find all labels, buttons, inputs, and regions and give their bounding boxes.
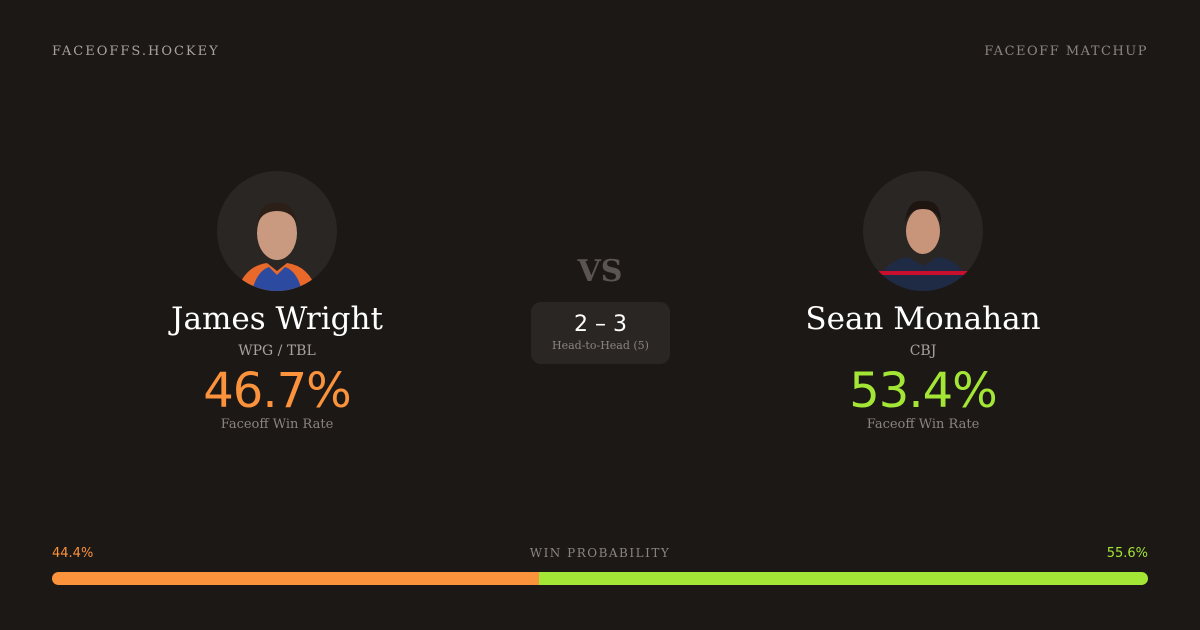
win-rate-label: Faceoff Win Rate xyxy=(866,417,980,432)
win-probability-bar xyxy=(52,572,1148,585)
player-avatar xyxy=(217,171,337,291)
win-probability-right: 55.6% xyxy=(1106,546,1148,561)
player-name: James Wright xyxy=(171,301,383,337)
page-tag: FACEOFF MATCHUP xyxy=(984,44,1148,59)
player-right: Sean Monahan CBJ 53.4% Faceoff Win Rate xyxy=(723,171,1123,432)
head-to-head-score: 2 – 3 xyxy=(574,312,627,337)
player-team: WPG / TBL xyxy=(238,343,316,359)
win-rate-label: Faceoff Win Rate xyxy=(220,417,334,432)
faceoff-win-rate: 46.7% xyxy=(203,363,351,419)
head-to-head-card: 2 – 3 Head-to-Head (5) xyxy=(531,302,670,364)
player-team: CBJ xyxy=(909,343,937,359)
player-name: Sean Monahan xyxy=(805,301,1041,337)
win-probability-left: 44.4% xyxy=(52,546,94,561)
player-left: James Wright WPG / TBL 46.7% Faceoff Win… xyxy=(77,171,477,432)
head-to-head-label: Head-to-Head (5) xyxy=(552,339,649,352)
brand-logo: FACEOFFS.HOCKEY xyxy=(52,44,220,59)
win-probability-right-segment xyxy=(538,572,1148,585)
win-probability-label: WIN PROBABILITY xyxy=(529,546,671,560)
vs-label: VS xyxy=(577,254,623,289)
win-probability-left-segment xyxy=(52,572,539,585)
player-avatar xyxy=(863,171,983,291)
faceoff-win-rate: 53.4% xyxy=(849,363,997,419)
